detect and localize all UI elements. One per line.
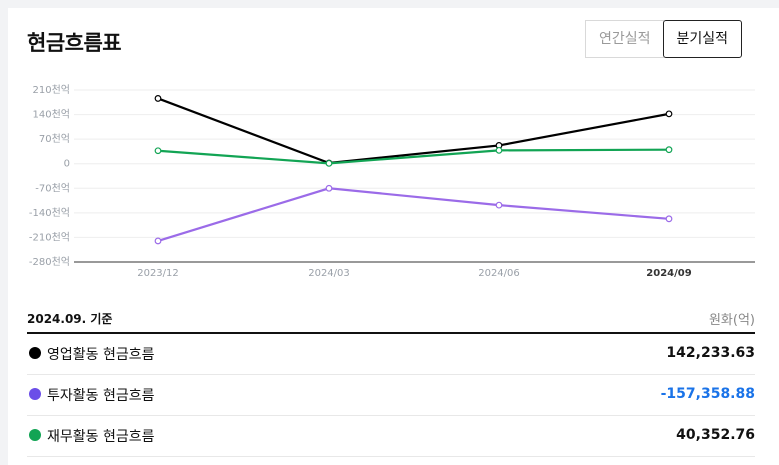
basis-date: 2024.09. 기준	[27, 312, 113, 326]
operating-series-line	[157, 97, 670, 165]
row-value: 142,233.63	[666, 345, 755, 361]
investing-point	[665, 215, 673, 223]
y-tick-label: -140천억	[29, 207, 70, 219]
y-tick-label: -70천억	[35, 182, 70, 194]
operating-point	[154, 95, 162, 102]
y-tick-label: 0	[64, 159, 70, 170]
y-tick-label: -280천억	[29, 256, 70, 268]
y-tick-label: 210천억	[33, 84, 71, 96]
x-tick-label: 2024/09	[646, 268, 691, 279]
row-label: 영업활동 현금흐름	[47, 347, 155, 363]
operating-point	[665, 110, 673, 118]
period-tabs: 연간실적 분기실적	[585, 20, 743, 58]
y-tick-label: 140천억	[33, 109, 71, 121]
x-tick-label: 2024/03	[308, 268, 350, 279]
row-label: 재무활동 현금흐름	[47, 429, 155, 445]
unit-label: 원화(억)	[708, 313, 755, 328]
cashflow-line-chart: 210천억 140천억 70천억 0 -70천억 -140천억 -210천억 -280천억 20…	[29, 84, 755, 279]
financing-series-line	[157, 148, 670, 165]
row-label: 투자활동 현금흐름	[47, 388, 155, 404]
operating-legend-dot	[29, 347, 41, 359]
investing-point	[325, 184, 333, 192]
tab-annual[interactable]: 연간실적	[585, 20, 664, 58]
x-tick-label: 2024/06	[478, 268, 520, 279]
investing-legend-dot	[29, 388, 41, 400]
cashflow-card: 현금흐름표 연간실적 분기실적 210천억 140천억 70천억 0 -70천억 -140…	[8, 8, 779, 465]
table-divider	[27, 332, 755, 334]
row-value: -157,358.88	[660, 386, 755, 402]
investing-series-line	[157, 187, 670, 242]
y-tick-label: -210천억	[29, 231, 70, 243]
row-investing: 투자활동 현금흐름 -157,358.88	[27, 375, 755, 416]
financing-point	[154, 147, 162, 155]
page-title: 현금흐름표	[27, 31, 122, 55]
row-financing: 재무활동 현금흐름 40,352.76	[27, 416, 755, 457]
x-tick-label: 2023/12	[137, 268, 179, 279]
financing-point	[495, 146, 503, 154]
investing-point	[154, 237, 162, 245]
y-tick-label: 70천억	[39, 133, 70, 145]
financing-point	[325, 159, 333, 167]
financing-legend-dot	[29, 429, 41, 441]
row-value: 40,352.76	[676, 427, 755, 443]
row-operating: 영업활동 현금흐름 142,233.63	[27, 334, 755, 375]
financing-point	[665, 146, 673, 154]
investing-point	[495, 201, 503, 209]
tab-quarterly[interactable]: 분기실적	[662, 20, 743, 58]
